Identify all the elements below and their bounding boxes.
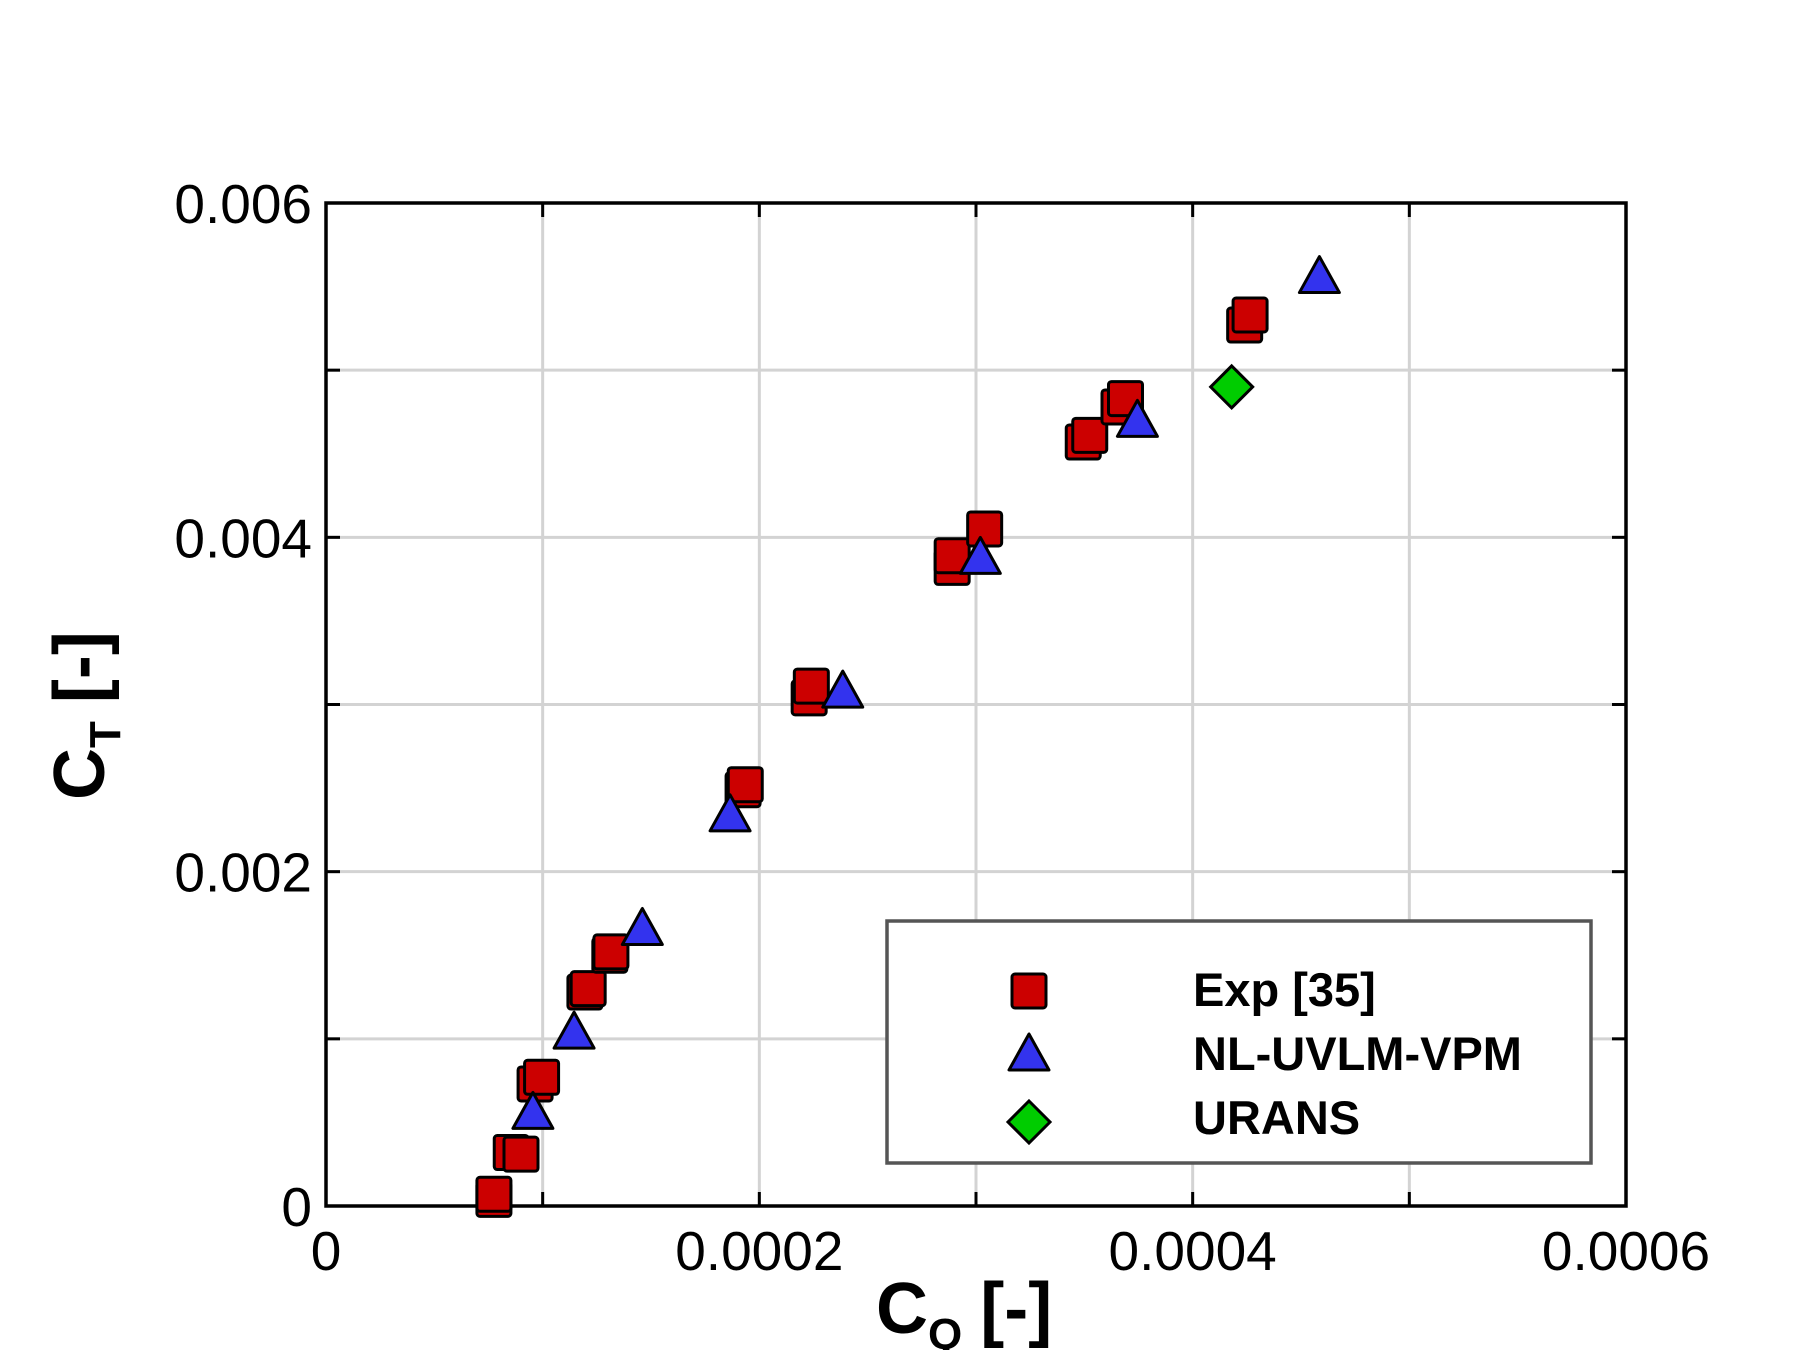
series-diamond (1208, 363, 1255, 411)
x-axis-title: CQ [-] (876, 1269, 1052, 1350)
y-tick-label: 0 (281, 1176, 312, 1238)
x-tick-label: 0.0002 (675, 1220, 843, 1282)
legend-label-urans: URANS (1193, 1091, 1360, 1144)
square-point (475, 1175, 513, 1213)
triangle-point (552, 1010, 596, 1050)
tick-labels: 0 0.0002 0.0004 0.0006 0 0.002 0.004 0.006 (174, 173, 1710, 1282)
legend-triangle-marker (1007, 1032, 1051, 1072)
triangle-point (620, 907, 664, 947)
legend-label-exp: Exp [35] (1193, 963, 1376, 1016)
triangle-point (708, 793, 752, 833)
x-tick-label: 0.0006 (1542, 1220, 1710, 1282)
y-tick-label: 0.006 (174, 173, 312, 235)
square-point (502, 1135, 540, 1173)
svg-text:CT[-]: CT [-] (40, 631, 130, 800)
y-axis-title: CT [-] (40, 631, 130, 800)
y-axis-title-sub: T (81, 721, 130, 748)
triangle-point (958, 535, 1002, 575)
square-point (1231, 296, 1269, 334)
y-tick-label: 0.004 (174, 507, 312, 569)
x-axis-title-unit: [-] (980, 1269, 1052, 1349)
series-triangle (511, 255, 1341, 1130)
data-points (475, 255, 1341, 1218)
x-tick-label: 0 (311, 1220, 342, 1282)
series-square (475, 296, 1269, 1218)
legend-box (885, 919, 1593, 1165)
square-point (523, 1058, 561, 1096)
legend-label-nl-uvlm-vpm: NL-UVLM-VPM (1193, 1027, 1522, 1080)
triangle-point (1297, 255, 1341, 295)
svg-text:CQ[-]: CQ [-] (876, 1269, 1052, 1350)
tick-marks (326, 203, 1626, 1206)
legend-diamond-marker (1005, 1098, 1053, 1146)
y-tick-label: 0.002 (174, 842, 312, 904)
square-point (726, 766, 764, 804)
x-tick-label: 0.0004 (1109, 1220, 1277, 1282)
plot-frame (324, 201, 1628, 1208)
triangle-point (821, 669, 865, 709)
square-point (792, 667, 830, 705)
legend: Exp [35] NL-UVLM-VPM URANS (885, 919, 1593, 1165)
square-point (1071, 416, 1109, 454)
square-point (592, 933, 630, 971)
square-point (569, 970, 607, 1008)
y-axis-title-unit: [-] (40, 631, 120, 703)
triangle-point (1115, 398, 1159, 438)
legend-markers (1005, 972, 1053, 1146)
diamond-point (1208, 363, 1255, 411)
triangle-point (511, 1090, 555, 1130)
x-axis-title-main: C (876, 1269, 928, 1349)
legend-square-marker (1010, 972, 1048, 1010)
square-point (966, 510, 1004, 548)
y-axis-title-main: C (40, 748, 120, 800)
x-axis-title-sub: Q (928, 1310, 962, 1350)
